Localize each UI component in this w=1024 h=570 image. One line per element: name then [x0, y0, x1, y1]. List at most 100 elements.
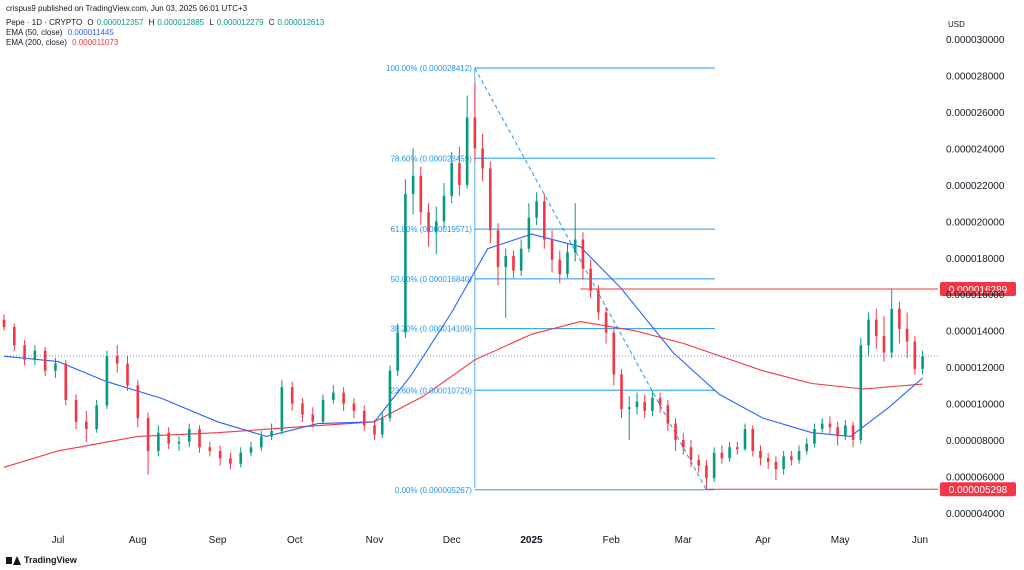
candle	[270, 423, 273, 440]
candle-body	[627, 407, 631, 410]
close-label: C	[268, 18, 275, 27]
candle-body	[404, 194, 407, 333]
candle	[566, 243, 569, 278]
x-tick-label: Jul	[52, 535, 65, 546]
candle-body	[342, 392, 345, 404]
tradingview-logo-icon	[6, 555, 21, 565]
candle-body	[218, 450, 222, 459]
candle	[728, 441, 731, 462]
candle	[311, 407, 315, 428]
currency-label: USD	[948, 20, 965, 29]
y-tick-label: 0.000024000	[946, 144, 1005, 155]
candle-body	[898, 308, 901, 329]
ema50-row[interactable]: EMA (50, close) 0.000011445	[6, 28, 327, 38]
candle-body	[280, 387, 284, 431]
candle-body	[836, 427, 839, 437]
candle-body	[2, 319, 6, 328]
candle-body	[427, 212, 430, 233]
candle-body	[913, 341, 917, 369]
candle	[136, 379, 140, 428]
x-tick-label: Apr	[755, 535, 771, 546]
candle	[208, 441, 212, 457]
ema200-row[interactable]: EMA (200, close) 0.000011073	[6, 38, 327, 48]
candle-body	[566, 252, 569, 275]
candle-body	[198, 429, 201, 448]
x-tick-label: Oct	[287, 535, 303, 546]
tradingview-footer[interactable]: TradingView	[6, 555, 77, 565]
candle	[157, 425, 160, 457]
candle-body	[844, 425, 847, 437]
candle-body	[589, 268, 592, 291]
candle-body	[43, 350, 47, 371]
candle-body	[352, 403, 356, 411]
price-axis: 0.000030000 0.000028000 0.000026000 0.00002…	[946, 35, 1005, 520]
candle-body	[157, 432, 160, 451]
candle-body	[921, 356, 924, 369]
candle	[229, 452, 232, 470]
low-value: 0.000012279	[216, 18, 264, 27]
candle-body	[260, 436, 263, 448]
candle-body	[651, 398, 654, 411]
candle	[187, 423, 191, 448]
x-tick-label: 2025	[520, 535, 543, 546]
candle	[352, 398, 356, 419]
candle	[249, 441, 253, 457]
candle-body	[270, 430, 273, 437]
candle-body	[890, 308, 893, 353]
candle	[115, 345, 119, 373]
high-label: H	[148, 18, 155, 27]
candle	[450, 152, 454, 204]
candle	[689, 440, 693, 468]
candle-body	[581, 239, 585, 269]
price-tag-bg	[940, 482, 1016, 497]
candle-body	[905, 328, 909, 342]
candle	[473, 82, 477, 162]
candle	[635, 392, 639, 415]
candle	[290, 381, 294, 411]
close-value: 0.000012613	[277, 18, 325, 27]
candle-body	[411, 175, 415, 194]
candle	[720, 445, 724, 464]
candle	[2, 314, 6, 331]
y-tick-label: 0.000028000	[946, 72, 1005, 83]
candle-body	[239, 452, 243, 464]
candle-body	[689, 447, 693, 461]
x-tick-label: Feb	[603, 535, 621, 546]
symbol-label[interactable]: Pepe · 1D · CRYPTO	[6, 18, 83, 27]
candle	[882, 316, 886, 362]
candle	[674, 418, 677, 451]
candle-body	[450, 163, 454, 196]
y-tick-label: 0.000014000	[946, 327, 1005, 338]
candle	[558, 250, 562, 284]
candle	[404, 179, 407, 338]
candle	[867, 312, 870, 357]
x-tick-label: Jun	[912, 535, 928, 546]
candle-body	[167, 432, 170, 444]
candle	[239, 447, 243, 468]
y-tick-label: 0.000008000	[946, 436, 1005, 447]
candle	[481, 133, 484, 182]
candle-body	[74, 399, 78, 422]
candle	[573, 203, 577, 262]
candle-body	[434, 221, 438, 233]
fib-level-label: 50.00% (0.000016840)	[390, 275, 472, 284]
x-tick-label: Aug	[129, 535, 147, 546]
candle	[260, 430, 263, 451]
candle-body	[882, 336, 886, 353]
candle	[95, 399, 98, 433]
y-tick-label: 0.000022000	[946, 181, 1005, 192]
candle-body	[820, 423, 824, 430]
x-tick-label: Sep	[209, 535, 227, 546]
candle-body	[465, 117, 469, 185]
candle-body	[290, 387, 294, 404]
candle-body	[126, 363, 129, 386]
candle	[844, 419, 847, 440]
candle-body	[728, 447, 731, 459]
x-tick-label: May	[831, 535, 850, 546]
candle-body	[301, 403, 304, 415]
candle	[280, 379, 284, 435]
candle-body	[612, 332, 616, 375]
candle	[33, 345, 37, 366]
candle	[465, 95, 469, 189]
